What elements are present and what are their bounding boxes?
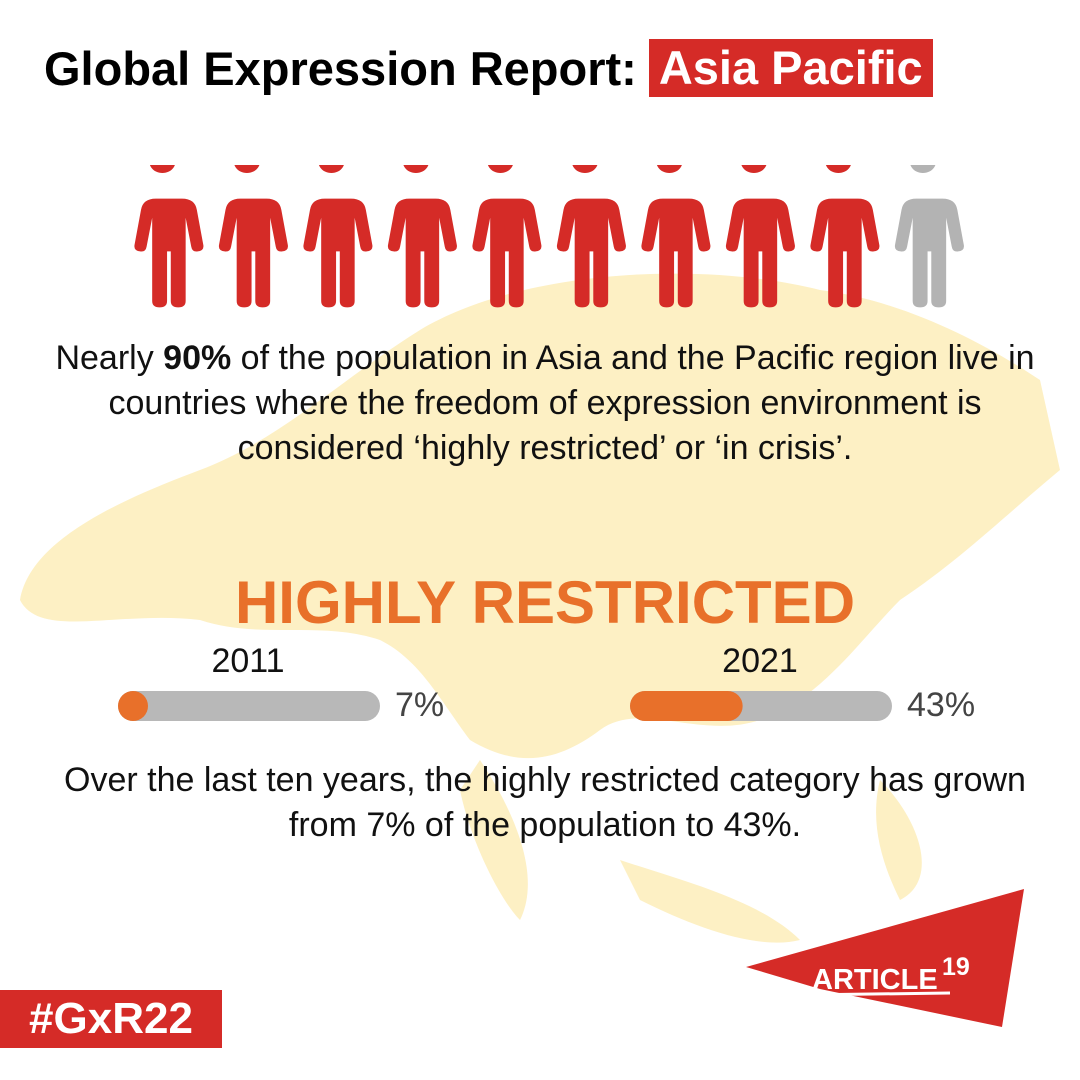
title-highlight: Asia Pacific: [648, 39, 933, 97]
logo: ARTICLE 19: [746, 889, 1024, 1027]
person-icon: [725, 165, 795, 308]
logo-shape: [746, 889, 1024, 1027]
title-text: Global Expression Report:: [44, 41, 637, 95]
person-icon: [894, 165, 964, 308]
hashtag: #GxR22: [0, 990, 222, 1048]
person-icon: [641, 165, 711, 308]
intro-after: of the population in Asia and the Pacifi…: [108, 339, 1035, 467]
intro-emphasis: 90%: [163, 339, 232, 377]
section-title: HIGHLY RESTRICTED: [234, 569, 856, 636]
progress-bar: [118, 691, 380, 721]
title: Global Expression Report: Asia Pacific: [44, 36, 933, 100]
bar-fill: [630, 691, 743, 721]
intro-text: Nearly 90% of the population in Asia and…: [40, 336, 1050, 471]
intro-before: Nearly: [55, 339, 154, 377]
bar-value-label: 43%: [907, 686, 976, 724]
summary-text: Over the last ten years, the highly rest…: [64, 761, 1026, 844]
person-icon: [387, 165, 457, 308]
bar-track: [118, 691, 380, 721]
progress-bar: [630, 691, 892, 721]
person-icon: [218, 165, 288, 308]
person-icon: [134, 165, 204, 308]
bar-year: 2021: [722, 642, 798, 680]
bar-year: 2011: [211, 642, 285, 680]
logo-number: 19: [942, 953, 970, 981]
bar-value-label: 7%: [395, 686, 445, 724]
bar-fill: [118, 691, 148, 721]
logo-underline: [799, 991, 951, 997]
person-icon: [472, 165, 542, 308]
pictogram: [134, 165, 964, 308]
logo-name: ARTICLE: [812, 964, 938, 996]
person-icon: [810, 165, 880, 308]
person-icon: [556, 165, 626, 308]
person-icon: [303, 165, 373, 308]
